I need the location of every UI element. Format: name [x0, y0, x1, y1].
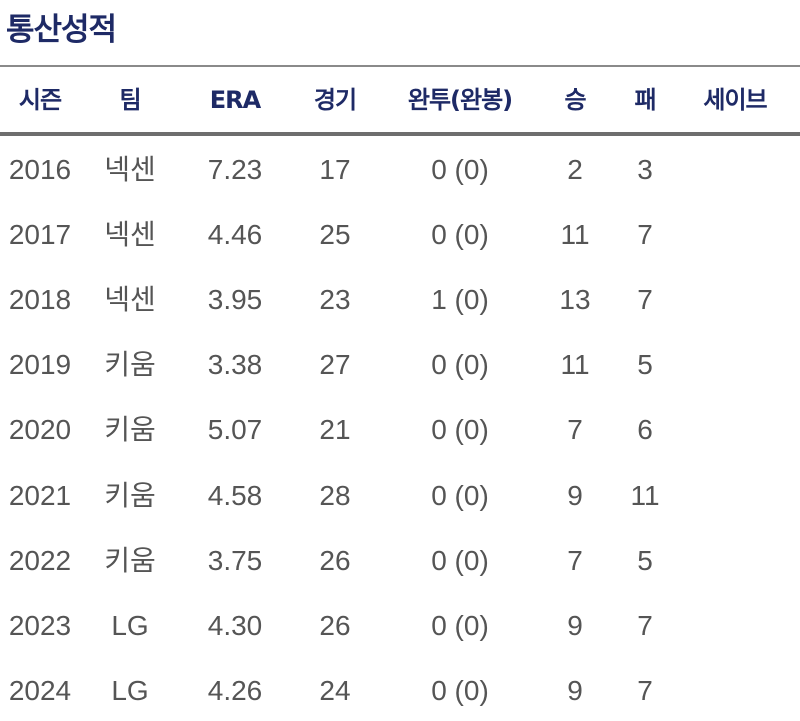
table-row: 2022 키움 3.75 26 0 (0) 7 5 — [0, 531, 800, 591]
cell-losses: 11 — [630, 479, 660, 511]
table-row: 2024 LG 4.26 24 0 (0) 9 7 — [0, 661, 800, 721]
cell-era: 4.26 — [207, 674, 263, 706]
cell-wins: 9 — [567, 674, 583, 706]
cell-complete-games: 0 (0) — [431, 349, 489, 381]
cell-losses: 7 — [637, 219, 653, 251]
cell-complete-games: 0 (0) — [431, 154, 489, 185]
cell-wins: 11 — [560, 219, 590, 251]
cell-complete-games: 0 (0) — [431, 609, 489, 641]
cell-era: 7.23 — [207, 154, 263, 185]
table-row: 2018 넥센 3.95 23 1 (0) 13 7 — [0, 270, 800, 330]
cell-team: 넥센 — [104, 154, 156, 185]
cell-losses: 7 — [637, 674, 653, 706]
cell-season: 2016 — [8, 154, 72, 185]
table-header: 시즌 팀 ERA 경기 완투(완봉) 승 패 세이브 — [0, 70, 800, 130]
column-header-games: 경기 — [313, 86, 357, 114]
cell-complete-games: 0 (0) — [431, 674, 489, 706]
cell-team: 넥센 — [104, 219, 156, 251]
cell-season: 2022 — [8, 544, 72, 576]
cell-season: 2020 — [8, 414, 72, 446]
cell-era: 4.58 — [207, 479, 263, 511]
cell-complete-games: 0 (0) — [431, 219, 489, 251]
cell-wins: 13 — [559, 284, 591, 316]
cell-era: 3.38 — [207, 349, 263, 381]
cell-team: 키움 — [104, 479, 156, 511]
table-row: 2020 키움 5.07 21 0 (0) 7 6 — [0, 400, 800, 460]
cell-team: 키움 — [104, 349, 156, 381]
cell-season: 2021 — [8, 479, 72, 511]
table-row: 2016 넥센 7.23 17 0 (0) 2 3 — [0, 140, 800, 200]
table-row: 2021 키움 4.58 28 0 (0) 9 11 — [0, 466, 800, 526]
table-row: 2019 키움 3.38 27 0 (0) 11 5 — [0, 335, 800, 395]
cell-season: 2024 — [8, 674, 72, 706]
cell-wins: 2 — [567, 154, 583, 185]
column-header-season: 시즌 — [18, 86, 62, 114]
column-header-saves: 세이브 — [703, 86, 767, 114]
section-title: 통산성적 — [6, 12, 117, 48]
cell-complete-games: 1 (0) — [431, 284, 489, 316]
cell-era: 4.30 — [207, 609, 263, 641]
cell-team: 키움 — [104, 414, 156, 446]
cell-era: 3.75 — [207, 544, 263, 576]
cell-season: 2019 — [8, 349, 72, 381]
cell-team: 키움 — [104, 544, 156, 576]
cell-games: 23 — [319, 284, 351, 316]
cell-games: 21 — [319, 414, 351, 446]
cell-era: 5.07 — [207, 414, 263, 446]
divider — [0, 65, 800, 67]
cell-complete-games: 0 (0) — [431, 544, 489, 576]
table-row: 2023 LG 4.30 26 0 (0) 9 7 — [0, 596, 800, 656]
table-row: 2017 넥센 4.46 25 0 (0) 11 7 — [0, 205, 800, 265]
cell-losses: 7 — [637, 284, 653, 316]
cell-games: 17 — [319, 154, 351, 185]
column-header-team: 팀 — [119, 86, 141, 114]
cell-games: 26 — [319, 544, 351, 576]
cell-wins: 7 — [567, 414, 583, 446]
cell-era: 4.46 — [207, 219, 263, 251]
cell-games: 28 — [319, 479, 351, 511]
cell-season: 2023 — [8, 609, 72, 641]
cell-complete-games: 0 (0) — [431, 479, 489, 511]
cell-team: LG — [111, 674, 149, 706]
cell-losses: 5 — [637, 349, 653, 381]
cell-losses: 7 — [637, 609, 653, 641]
column-header-complete-games: 완투(완봉) — [407, 86, 513, 114]
cell-games: 27 — [319, 349, 351, 381]
cell-wins: 9 — [567, 609, 583, 641]
cell-era: 3.95 — [207, 284, 263, 316]
cell-wins: 11 — [560, 349, 590, 381]
cell-games: 24 — [319, 674, 351, 706]
cell-season: 2018 — [8, 284, 72, 316]
cell-games: 25 — [319, 219, 351, 251]
cell-team: LG — [111, 609, 149, 641]
cell-wins: 7 — [567, 544, 583, 576]
column-header-era: ERA — [209, 86, 261, 114]
cell-team: 넥센 — [104, 284, 156, 316]
cell-losses: 3 — [637, 154, 653, 185]
column-header-wins: 승 — [564, 86, 586, 114]
cell-losses: 5 — [637, 544, 653, 576]
cell-losses: 6 — [637, 414, 653, 446]
cell-season: 2017 — [8, 219, 72, 251]
cell-wins: 9 — [567, 479, 583, 511]
header-divider — [0, 132, 800, 136]
cell-games: 26 — [319, 609, 351, 641]
column-header-losses: 패 — [634, 86, 656, 114]
cell-complete-games: 0 (0) — [431, 414, 489, 446]
